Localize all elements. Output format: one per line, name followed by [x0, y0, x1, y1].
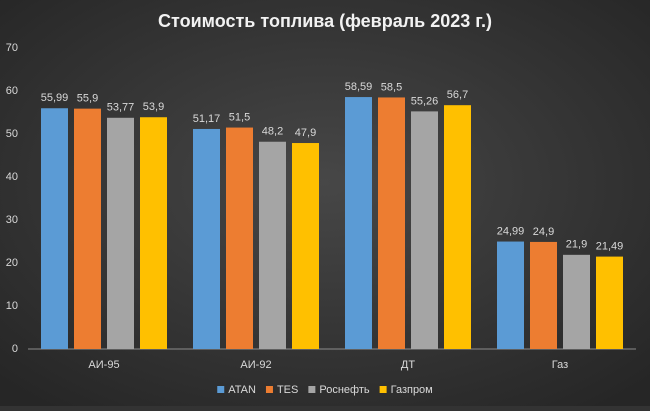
data-label: 53,9	[143, 101, 164, 113]
legend-label: Роснефть	[319, 384, 370, 396]
bar	[259, 141, 286, 349]
x-tick-label: ДТ	[401, 359, 415, 371]
y-tick-label: 60	[6, 85, 18, 97]
legend-label: TES	[277, 384, 298, 396]
data-label: 56,7	[447, 89, 468, 101]
legend-swatch	[379, 386, 387, 393]
x-tick-label: Газ	[552, 359, 568, 371]
y-tick-label: 20	[6, 257, 18, 269]
data-label: 58,59	[345, 81, 373, 93]
x-tick-label: АИ-95	[88, 359, 119, 371]
data-label: 53,77	[107, 102, 135, 114]
y-tick-label: 40	[6, 171, 18, 183]
data-label: 51,5	[229, 111, 250, 123]
chart-title: Стоимость топлива (февраль 2023 г.)	[158, 11, 492, 31]
data-label: 48,2	[262, 126, 283, 138]
legend-swatch	[265, 386, 273, 393]
bar	[140, 117, 167, 349]
bar	[193, 128, 220, 349]
bar	[74, 108, 101, 349]
bar	[497, 241, 524, 349]
bar	[563, 254, 590, 349]
legend-swatch	[217, 386, 225, 393]
legend-label: ATAN	[228, 384, 256, 396]
bar	[107, 117, 134, 349]
data-label: 47,9	[295, 127, 316, 139]
y-tick-label: 10	[6, 300, 18, 312]
y-tick-label: 30	[6, 214, 18, 226]
data-label: 24,9	[533, 226, 554, 238]
data-label: 21,9	[566, 239, 587, 251]
y-tick-label: 0	[12, 343, 18, 355]
y-tick-label: 70	[6, 42, 18, 54]
x-tick-label: АИ-92	[240, 359, 271, 371]
bar	[596, 256, 623, 349]
bar	[411, 111, 438, 349]
data-label: 21,49	[596, 240, 624, 252]
data-label: 58,5	[381, 81, 402, 93]
data-label: 55,26	[411, 95, 439, 107]
data-label: 51,17	[193, 113, 221, 125]
data-label: 55,9	[77, 93, 98, 105]
legend-label: Газпром	[391, 384, 433, 396]
bar	[41, 108, 68, 349]
bar	[292, 143, 319, 349]
data-label: 55,99	[41, 92, 69, 104]
bar	[444, 105, 471, 349]
legend-swatch	[308, 386, 316, 393]
bar	[226, 127, 253, 349]
bar	[530, 241, 557, 349]
bar	[378, 97, 405, 349]
y-tick-label: 50	[6, 128, 18, 140]
bar	[345, 97, 372, 349]
data-label: 24,99	[497, 225, 525, 237]
